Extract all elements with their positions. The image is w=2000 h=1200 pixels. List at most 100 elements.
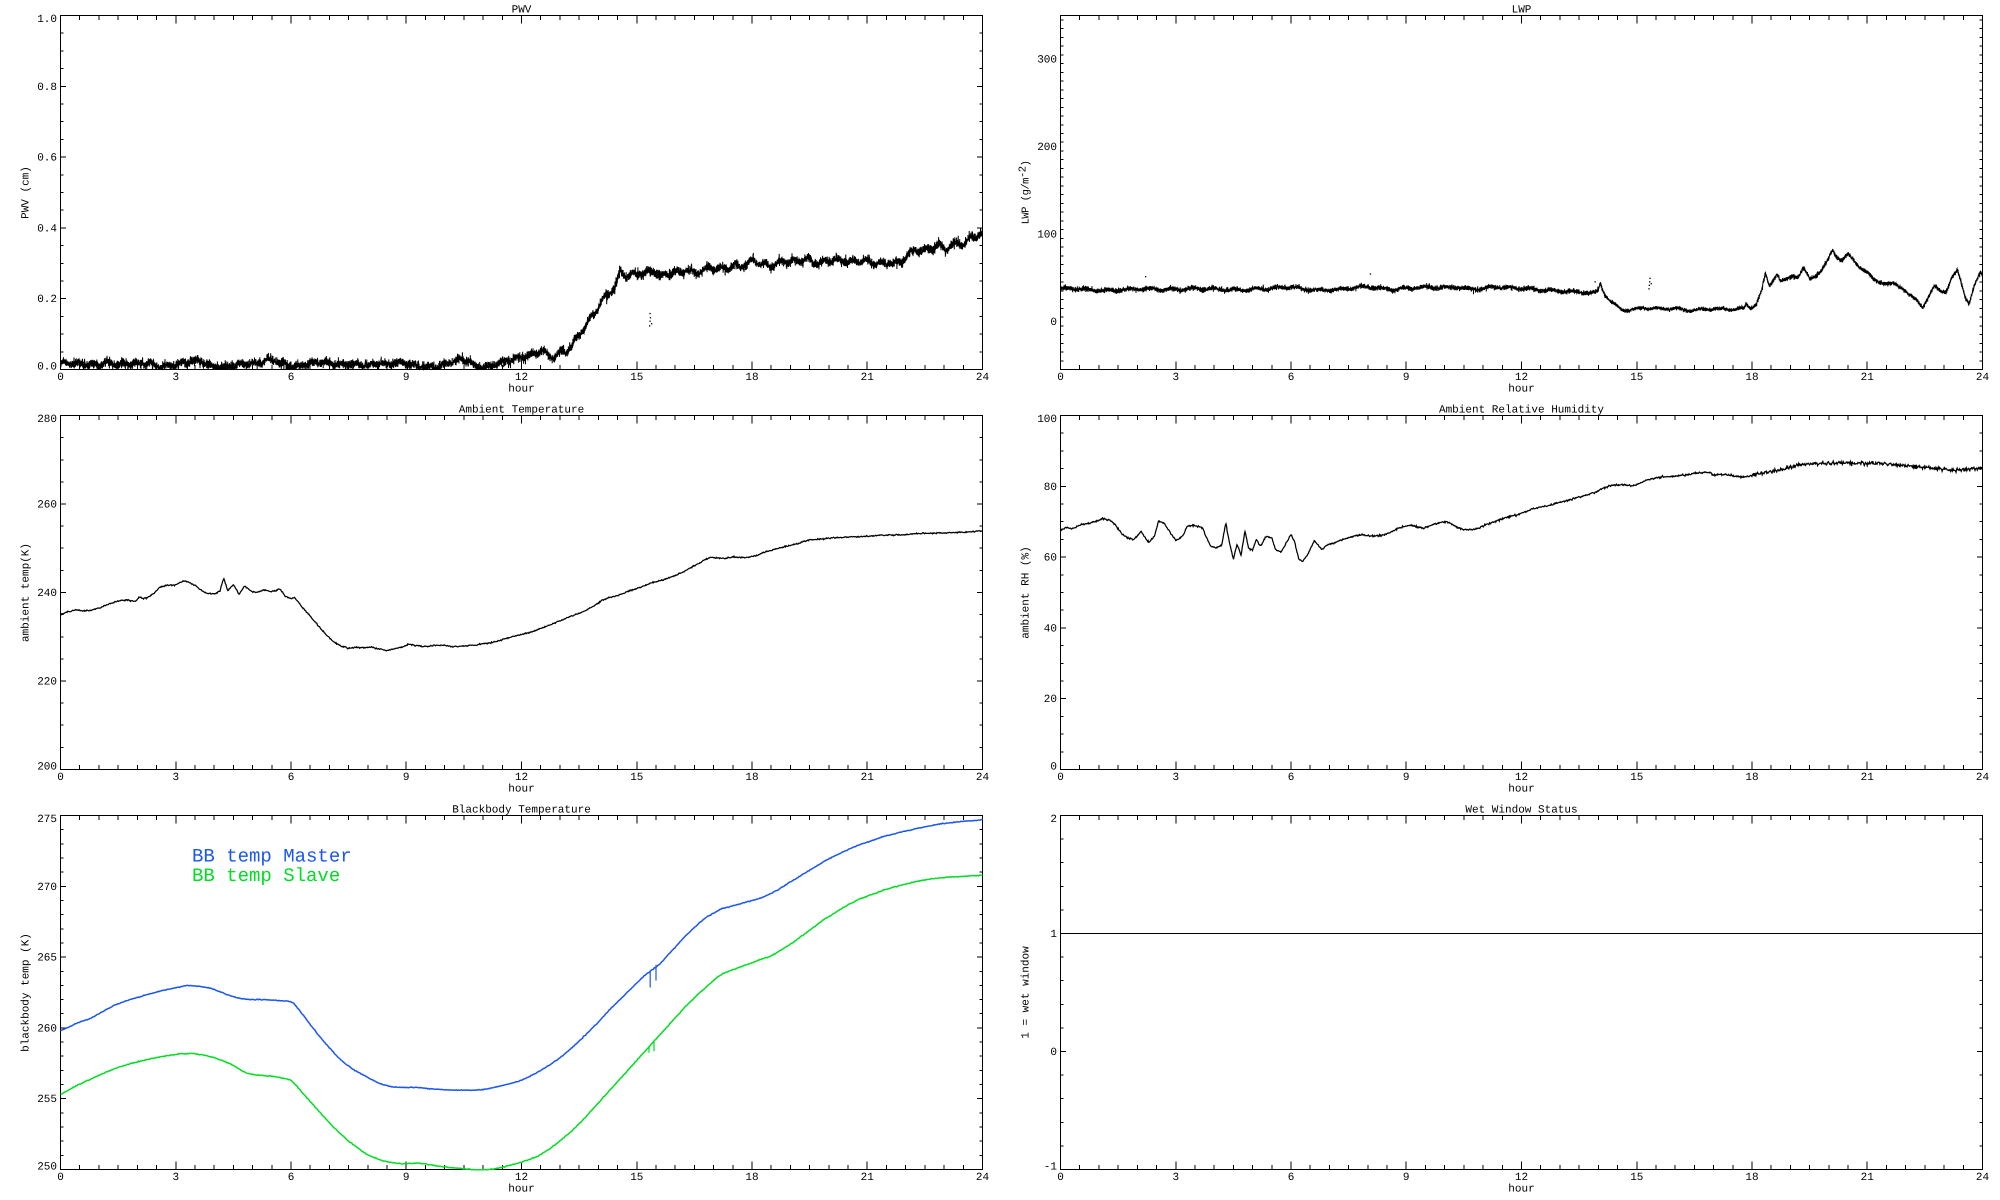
svg-text:15: 15 [1630, 372, 1643, 384]
svg-text:9: 9 [403, 1172, 410, 1184]
svg-text:3: 3 [1172, 1172, 1179, 1184]
svg-text:100: 100 [1037, 414, 1057, 426]
svg-text:24: 24 [1976, 1172, 1990, 1184]
svg-text:3: 3 [172, 772, 179, 784]
svg-text:-1: -1 [1044, 1162, 1058, 1174]
svg-text:Wet Window Status: Wet Window Status [1465, 805, 1577, 817]
svg-text:hour: hour [1508, 384, 1534, 396]
svg-text:24: 24 [1976, 372, 1990, 384]
svg-text:hour: hour [508, 784, 534, 796]
svg-text:hour: hour [508, 1184, 534, 1196]
svg-text:0.6: 0.6 [37, 153, 57, 165]
svg-text:LWP (g/m-2): LWP (g/m-2) [1018, 161, 1033, 225]
svg-text:280: 280 [37, 414, 57, 426]
svg-text:1: 1 [1050, 929, 1057, 941]
svg-text:0: 0 [1050, 1047, 1057, 1059]
svg-text:15: 15 [630, 372, 643, 384]
svg-text:12: 12 [1515, 772, 1528, 784]
svg-text:15: 15 [1630, 1172, 1643, 1184]
svg-text:255: 255 [37, 1094, 57, 1106]
svg-text:3: 3 [1172, 772, 1179, 784]
svg-text:6: 6 [288, 372, 295, 384]
svg-text:9: 9 [1403, 372, 1410, 384]
svg-text:240: 240 [37, 588, 57, 600]
svg-text:12: 12 [515, 772, 528, 784]
svg-text:24: 24 [976, 372, 990, 384]
svg-text:15: 15 [630, 1172, 643, 1184]
svg-text:80: 80 [1044, 482, 1057, 494]
svg-text:20: 20 [1044, 694, 1057, 706]
svg-text:12: 12 [1515, 1172, 1528, 1184]
svg-text:Ambient Relative Humidity: Ambient Relative Humidity [1439, 405, 1604, 417]
svg-text:18: 18 [1745, 372, 1758, 384]
svg-text:21: 21 [861, 772, 875, 784]
svg-text:6: 6 [1288, 1172, 1295, 1184]
svg-text:24: 24 [1976, 772, 1990, 784]
svg-text:300: 300 [1037, 55, 1057, 67]
svg-text:1.0: 1.0 [37, 14, 57, 26]
svg-text:0: 0 [1057, 772, 1064, 784]
svg-text:PWV: PWV [512, 5, 532, 17]
svg-text:ambient temp(K): ambient temp(K) [21, 543, 33, 642]
svg-text:0: 0 [57, 372, 64, 384]
svg-text:18: 18 [745, 1172, 758, 1184]
svg-text:18: 18 [1745, 1172, 1758, 1184]
svg-text:hour: hour [1508, 1184, 1534, 1196]
svg-text:LWP: LWP [1512, 5, 1532, 17]
svg-text:18: 18 [745, 372, 758, 384]
svg-text:200: 200 [37, 762, 57, 774]
svg-text:260: 260 [37, 1023, 57, 1035]
svg-text:24: 24 [976, 1172, 990, 1184]
svg-text:24: 24 [976, 772, 990, 784]
svg-text:9: 9 [1403, 1172, 1410, 1184]
svg-text:6: 6 [1288, 772, 1295, 784]
svg-text:9: 9 [1403, 772, 1410, 784]
svg-text:12: 12 [515, 1172, 528, 1184]
svg-text:21: 21 [1861, 372, 1875, 384]
svg-text:3: 3 [172, 372, 179, 384]
svg-text:9: 9 [403, 772, 410, 784]
svg-text:0: 0 [1050, 317, 1057, 329]
svg-text:270: 270 [37, 882, 57, 894]
svg-text:0: 0 [1057, 372, 1064, 384]
svg-text:ambient RH (%): ambient RH (%) [1021, 546, 1033, 638]
svg-text:0.0: 0.0 [37, 362, 57, 374]
svg-text:21: 21 [1861, 772, 1875, 784]
svg-text:60: 60 [1044, 553, 1057, 565]
svg-text:0: 0 [1057, 1172, 1064, 1184]
svg-text:blackbody temp (K): blackbody temp (K) [21, 933, 33, 1052]
svg-text:6: 6 [288, 1172, 295, 1184]
svg-text:12: 12 [1515, 372, 1528, 384]
svg-text:0: 0 [57, 772, 64, 784]
svg-text:21: 21 [861, 1172, 875, 1184]
svg-text:250: 250 [37, 1162, 57, 1174]
svg-text:100: 100 [1037, 230, 1057, 242]
svg-text:15: 15 [1630, 772, 1643, 784]
svg-text:1 = wet window: 1 = wet window [1021, 946, 1033, 1039]
svg-text:0: 0 [57, 1172, 64, 1184]
svg-text:6: 6 [288, 772, 295, 784]
svg-text:15: 15 [630, 772, 643, 784]
svg-text:18: 18 [1745, 772, 1758, 784]
svg-text:9: 9 [403, 372, 410, 384]
svg-text:220: 220 [37, 677, 57, 689]
svg-text:Blackbody Temperature: Blackbody Temperature [452, 805, 591, 817]
svg-text:0.4: 0.4 [37, 223, 57, 235]
svg-text:265: 265 [37, 953, 57, 965]
svg-text:275: 275 [37, 814, 57, 826]
svg-text:PWV (cm): PWV (cm) [21, 166, 33, 219]
svg-text:40: 40 [1044, 623, 1057, 635]
svg-text:6: 6 [1288, 372, 1295, 384]
svg-text:BB temp Master: BB temp Master [192, 846, 352, 868]
svg-text:12: 12 [515, 372, 528, 384]
svg-text:0: 0 [1050, 762, 1057, 774]
svg-text:21: 21 [861, 372, 875, 384]
svg-text:18: 18 [745, 772, 758, 784]
svg-text:3: 3 [172, 1172, 179, 1184]
svg-text:hour: hour [1508, 784, 1534, 796]
svg-text:21: 21 [1861, 1172, 1875, 1184]
svg-text:200: 200 [1037, 142, 1057, 154]
svg-text:BB temp Slave: BB temp Slave [192, 865, 340, 887]
svg-text:260: 260 [37, 500, 57, 512]
svg-text:3: 3 [1172, 372, 1179, 384]
